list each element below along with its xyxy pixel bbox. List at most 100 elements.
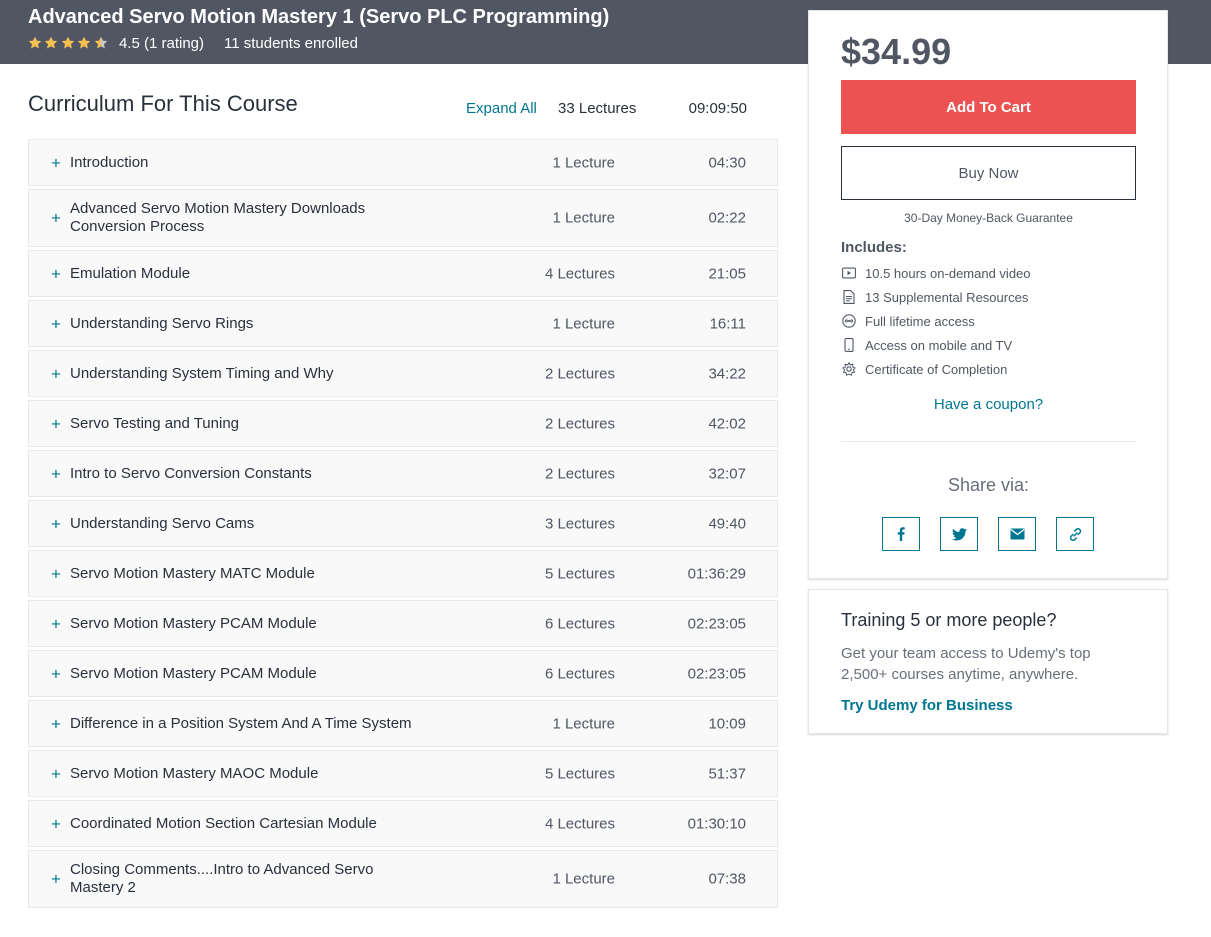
- includes-item: Access on mobile and TV: [841, 333, 1031, 357]
- curriculum-section[interactable]: + Closing Comments....Intro to Advanced S…: [28, 850, 778, 908]
- expand-all-link[interactable]: Expand All: [466, 100, 537, 117]
- section-duration: 02:22: [708, 209, 746, 227]
- section-title: Servo Motion Mastery PCAM Module: [70, 614, 317, 632]
- section-lecture-count: 6 Lectures: [544, 615, 615, 632]
- expand-plus-icon: +: [51, 414, 61, 433]
- section-lecture-count: 5 Lectures: [544, 765, 615, 782]
- section-lecture-count: 3 Lectures: [544, 515, 615, 532]
- expand-plus-icon: +: [51, 464, 61, 483]
- section-title: Closing Comments....Intro to Advanced Se…: [70, 861, 374, 896]
- section-duration: 10:09: [708, 715, 746, 732]
- purchase-card: $34.99 Add To Cart Buy Now 30-Day Money-…: [808, 10, 1168, 579]
- star-icon: [45, 36, 58, 49]
- section-duration: 02:23:05: [687, 665, 746, 682]
- section-lecture-count: 2 Lectures: [544, 465, 615, 482]
- section-title: Servo Motion Mastery PCAM Module: [70, 664, 317, 682]
- section-lecture-count: 1 Lecture: [552, 315, 615, 332]
- udemy-business-link[interactable]: Try Udemy for Business: [841, 697, 1013, 714]
- document-icon: [841, 289, 857, 305]
- course-title: Advanced Servo Motion Mastery 1 (Servo P…: [28, 6, 610, 28]
- share-email-button[interactable]: [998, 517, 1036, 551]
- infinity-icon: [841, 313, 857, 329]
- section-title: Intro to Servo Conversion Constants: [70, 464, 312, 482]
- curriculum-section[interactable]: + Servo Motion Mastery PCAM Module 6 Lectu…: [28, 650, 778, 697]
- includes-list: 10.5 hours on-demand video 13 Supplementa…: [841, 261, 1031, 381]
- total-duration: 09:09:50: [688, 100, 747, 117]
- section-lecture-count: 1 Lecture: [552, 870, 615, 888]
- section-title: Servo Motion Mastery MATC Module: [70, 564, 315, 582]
- rating-text: 4.5 (1 rating): [118, 34, 204, 52]
- twitter-icon: [951, 527, 967, 540]
- curriculum-section[interactable]: + Understanding Servo Cams 3 Lectures 49:40: [28, 500, 778, 547]
- includes-item-text: Access on mobile and TV: [865, 337, 1013, 353]
- share-label: Share via:: [947, 475, 1030, 495]
- expand-plus-icon: +: [51, 514, 61, 533]
- includes-item: 13 Supplemental Resources: [841, 285, 1031, 309]
- star-icon: [77, 36, 91, 49]
- rating-row: 4.5 (1 rating) 11 students enrolled: [28, 33, 358, 53]
- section-title: Servo Motion Mastery MAOC Module: [70, 764, 319, 782]
- expand-plus-icon: +: [51, 664, 61, 683]
- includes-item: Full lifetime access: [841, 309, 1031, 333]
- share-twitter-button[interactable]: [940, 517, 978, 551]
- expand-plus-icon: +: [51, 314, 61, 333]
- expand-plus-icon: +: [51, 564, 61, 583]
- section-lecture-count: 2 Lectures: [544, 415, 615, 432]
- business-title: Training 5 or more people?: [841, 610, 1057, 630]
- section-title: Understanding Servo Rings: [70, 314, 254, 332]
- certificate-icon: [841, 361, 857, 377]
- curriculum-section[interactable]: + Difference in a Position System And A T…: [28, 700, 778, 747]
- business-card: Training 5 or more people? Get your team…: [808, 589, 1168, 734]
- section-duration: 21:05: [708, 265, 746, 282]
- section-title: Servo Testing and Tuning: [70, 414, 240, 432]
- section-duration: 32:07: [708, 465, 746, 482]
- section-title: Coordinated Motion Section Cartesian Mod…: [70, 814, 377, 832]
- curriculum-section[interactable]: + Emulation Module 4 Lectures 21:05: [28, 250, 778, 297]
- share-link-button[interactable]: [1056, 517, 1094, 551]
- expand-plus-icon: +: [51, 208, 61, 228]
- curriculum-section[interactable]: + Servo Motion Mastery PCAM Module 6 Lectu…: [28, 600, 778, 647]
- section-lecture-count: 1 Lecture: [552, 715, 615, 732]
- section-lecture-count: 5 Lectures: [544, 565, 615, 582]
- section-lecture-count: 4 Lectures: [544, 815, 615, 832]
- section-lecture-count: 2 Lectures: [544, 365, 615, 382]
- expand-plus-icon: +: [51, 714, 61, 733]
- section-duration: 01:36:29: [687, 565, 746, 582]
- section-lecture-count: 1 Lecture: [552, 209, 615, 227]
- section-title: Advanced Servo Motion Mastery Downloads …: [70, 200, 366, 235]
- curriculum-section[interactable]: + Servo Motion Mastery MATC Module 5 Lectu…: [28, 550, 778, 597]
- section-duration: 49:40: [708, 515, 746, 532]
- divider: [841, 441, 1136, 442]
- curriculum-section[interactable]: + Coordinated Motion Section Cartesian Mo…: [28, 800, 778, 847]
- section-lecture-count: 1 Lecture: [552, 154, 615, 171]
- curriculum-section[interactable]: + Introduction 1 Lecture 04:30: [28, 139, 778, 186]
- expand-plus-icon: +: [51, 869, 61, 889]
- share-buttons: [882, 517, 1114, 551]
- section-duration: 07:38: [708, 870, 746, 888]
- curriculum-section[interactable]: + Understanding System Timing and Why 2 Le…: [28, 350, 778, 397]
- section-title: Difference in a Position System And A Ti…: [70, 714, 412, 732]
- curriculum-title: Curriculum For This Course: [28, 91, 298, 116]
- expand-plus-icon: +: [51, 364, 61, 383]
- add-to-cart-button[interactable]: Add To Cart: [841, 80, 1136, 134]
- link-icon: [1069, 527, 1081, 541]
- section-title: Understanding Servo Cams: [70, 514, 255, 532]
- section-duration: 42:02: [708, 415, 746, 432]
- curriculum-section[interactable]: + Servo Testing and Tuning 2 Lectures 42:02: [28, 400, 778, 447]
- email-icon: [1010, 528, 1024, 540]
- curriculum-section[interactable]: + Understanding Servo Rings 1 Lecture 16:11: [28, 300, 778, 347]
- includes-item: 10.5 hours on-demand video: [841, 261, 1031, 285]
- curriculum-section[interactable]: + Intro to Servo Conversion Constants 2 Le…: [28, 450, 778, 497]
- share-facebook-button[interactable]: [882, 517, 920, 551]
- buy-now-button[interactable]: Buy Now: [841, 146, 1136, 200]
- curriculum-section[interactable]: + Servo Motion Mastery MAOC Module 5 Lectu…: [28, 750, 778, 797]
- curriculum-section[interactable]: + Advanced Servo Motion Mastery Downloads…: [28, 189, 778, 247]
- rating-stars: [28, 36, 110, 50]
- total-lectures: 33 Lectures: [558, 100, 637, 117]
- section-duration: 02:23:05: [687, 615, 746, 632]
- section-title: Emulation Module: [70, 264, 191, 282]
- coupon-link[interactable]: Have a coupon?: [933, 396, 1044, 413]
- expand-plus-icon: +: [51, 614, 61, 633]
- star-icon: [94, 36, 107, 49]
- includes-title: Includes:: [841, 239, 907, 256]
